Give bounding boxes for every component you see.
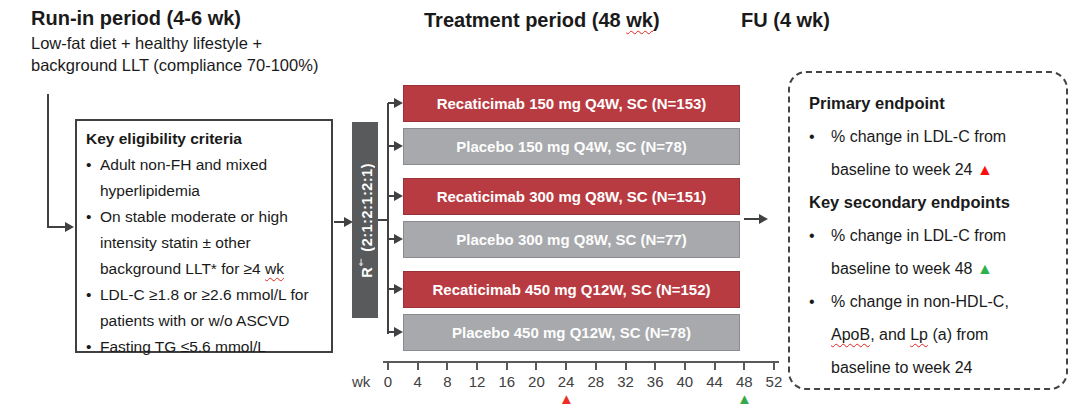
eligibility-bullet-2-text: On stable moderate or high intensity sta… [100,204,325,282]
axis-tick [476,361,478,370]
bullet-dot-icon: • [86,152,100,204]
primary-endpoint-title: Primary endpoint [809,87,1052,120]
axis-tick [446,361,448,370]
red-triangle-icon: ▲ [977,161,993,178]
axis-tick [595,361,597,370]
eligibility-bullet-1-text: Adult non-FH and mixed hyperlipidemia [100,152,325,204]
axis-label-32: 32 [612,373,640,390]
run-in-elbow-line-vertical [47,94,49,228]
axis-label-36: 36 [641,373,669,390]
axis-label-4: 4 [404,373,432,390]
arrowhead-into-endpoints-icon [759,214,768,224]
secondary-endpoint-2-part-1: % change in non-HDL-C, [831,293,1009,310]
run-in-period-subtitle: Low-fat diet + healthy lifestyle + backg… [31,32,349,76]
week-axis-ticks [387,361,775,370]
secondary-endpoint-bullet-2: • % change in non-HDL-C, ApoB, and Lp (a… [809,285,1052,384]
arm-bar-placebo-150: Placebo 150 mg Q4W, SC (N=78) [403,128,740,165]
secondary-endpoint-bullet-1: • % change in LDL-C from baseline to wee… [809,219,1052,285]
week-24-red-triangle-marker-icon: ▲ [559,391,574,406]
randomization-ratio: (2:1:2:1:2:1) [358,163,374,256]
axis-label-28: 28 [582,373,610,390]
arm-bar-placebo-300: Placebo 300 mg Q8W, SC (N=77) [403,221,740,258]
axis-label-0: 0 [374,373,402,390]
eligibility-bullet-2-wk: wk [265,260,284,277]
randomization-bar: R† (2:1:2:1:2:1) [352,122,378,318]
week-48-green-triangle-marker-icon: ▲ [737,391,752,406]
axis-tick [743,361,745,370]
axis-tick [773,361,775,370]
secondary-endpoint-2-lp: Lp [910,326,928,343]
primary-endpoint-bullet: • % change in LDL-C from baseline to wee… [809,120,1052,186]
randomization-r: R [358,266,374,277]
bullet-dot-icon: • [809,285,831,384]
randomization-dagger: † [356,256,366,267]
axis-label-52: 52 [760,373,788,390]
axis-label-12: 12 [463,373,491,390]
axis-label-8: 8 [433,373,461,390]
axis-label-44: 44 [701,373,729,390]
eligibility-bullet-4-text: Fasting TG ≤5.6 mmol/L [100,334,325,360]
randomization-label: R† (2:1:2:1:2:1) [356,163,375,278]
arrowhead-arm-6-icon [394,327,403,337]
arrowhead-into-eligibility-icon [65,222,74,232]
eligibility-title: Key eligibility criteria [86,126,325,152]
week-axis-unit-label: wk [352,373,370,390]
treatment-title-post: ) [653,9,660,31]
primary-endpoint-text: % change in LDL-C from baseline to week … [831,120,1047,186]
axis-tick [684,361,686,370]
arm-bar-recaticimab-450: Recaticimab 450 mg Q12W, SC (N=152) [403,271,740,308]
bullet-dot-icon: • [809,219,831,285]
axis-label-20: 20 [522,373,550,390]
bullet-dot-icon: • [86,334,100,360]
axis-label-40: 40 [671,373,699,390]
eligibility-bullet-1: • Adult non-FH and mixed hyperlipidemia [86,152,325,204]
bullet-dot-icon: • [809,120,831,186]
arrowhead-arm-1-icon [394,98,403,108]
axis-tick [387,361,389,370]
secondary-endpoint-2-text: % change in non-HDL-C, ApoB, and Lp (a) … [831,285,1047,384]
eligibility-bullet-3: • LDL-C ≥1.8 or ≥2.6 mmol/L for patients… [86,282,325,334]
bullet-dot-icon: • [86,282,100,334]
study-design-diagram: Run-in period (4-6 wk) Low-fat diet + he… [0,0,1080,413]
axis-tick [506,361,508,370]
arm-bar-placebo-450: Placebo 450 mg Q12W, SC (N=78) [403,314,740,351]
eligibility-bullet-4: • Fasting TG ≤5.6 mmol/L [86,334,325,360]
eligibility-bullet-2-pre: On stable moderate or high intensity sta… [100,208,288,277]
treatment-period-title: Treatment period (48 wk) [424,9,660,32]
branch-vertical-line [387,103,389,334]
arrowhead-arm-5-icon [394,284,403,294]
axis-tick [535,361,537,370]
secondary-endpoints-title: Key secondary endpoints [809,186,1052,219]
axis-tick [565,361,567,370]
run-in-elbow-line-horizontal [47,226,66,228]
week-axis-labels: 0 4 8 12 16 20 24 28 32 36 40 44 48 52 [374,373,788,390]
axis-label-48: 48 [730,373,758,390]
eligibility-bullet-2: • On stable moderate or high intensity s… [86,204,325,282]
follow-up-title: FU (4 wk) [741,9,830,32]
arm-bar-recaticimab-150: Recaticimab 150 mg Q4W, SC (N=153) [403,85,740,122]
axis-tick [714,361,716,370]
axis-label-24: 24 [552,373,580,390]
arm-bar-recaticimab-300: Recaticimab 300 mg Q8W, SC (N=151) [403,178,740,215]
arrowhead-arm-2-icon [394,141,403,151]
secondary-endpoint-2-apob: ApoB [831,326,870,343]
axis-label-16: 16 [493,373,521,390]
bullet-dot-icon: • [86,204,100,282]
axis-tick [654,361,656,370]
endpoints-panel: Primary endpoint • % change in LDL-C fro… [788,71,1068,390]
axis-tick [625,361,627,370]
eligibility-bullet-3-text: LDL-C ≥1.8 or ≥2.6 mmol/L for patients w… [100,282,325,334]
arrowhead-arm-4-icon [394,234,403,244]
treatment-title-wk: wk [626,9,653,31]
arrowhead-arm-3-icon [394,191,403,201]
run-in-period-title: Run-in period (4-6 wk) [31,7,241,30]
secondary-endpoint-1-text: % change in LDL-C from baseline to week … [831,219,1047,285]
eligibility-criteria-box: Key eligibility criteria • Adult non-FH … [75,119,333,353]
green-triangle-icon: ▲ [977,260,993,277]
axis-tick [417,361,419,370]
treatment-title-pre: Treatment period (48 [424,9,626,31]
secondary-endpoint-2-part-2: , and [870,326,910,343]
